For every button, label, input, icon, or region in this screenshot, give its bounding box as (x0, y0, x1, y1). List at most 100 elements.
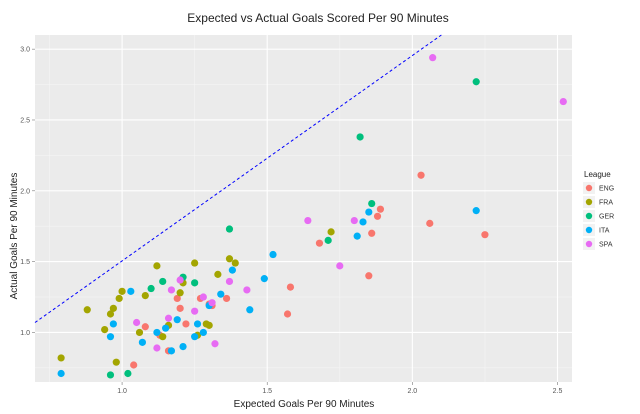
data-point-fra (159, 333, 167, 341)
data-point-spa (132, 318, 141, 327)
data-point-ita (353, 232, 361, 240)
major-gridlines (35, 35, 572, 382)
data-point-eng (130, 361, 138, 369)
x-axis-title: Expected Goals Per 90 Minutes (234, 399, 375, 410)
data-point-eng (173, 294, 181, 303)
reference-line (34, 34, 442, 323)
data-point-eng (426, 219, 434, 227)
data-point-ita (246, 306, 254, 314)
data-point-spa (199, 293, 207, 301)
data-point-ita (191, 333, 199, 341)
minor-gridlines (35, 35, 572, 382)
data-point-fra (191, 259, 199, 267)
data-point-ita (260, 275, 268, 283)
data-point-ita (109, 320, 117, 328)
legend-key-ita (585, 226, 593, 234)
legend-key-eng (585, 184, 593, 192)
data-point-spa (176, 276, 184, 284)
data-point-eng (182, 320, 190, 328)
legend-key-spa (585, 240, 593, 248)
data-point-spa (208, 299, 216, 307)
y-axis-title: Actual Goals Per 90 Minutes (9, 173, 20, 300)
data-point-fra (115, 294, 123, 303)
data-point-spa (153, 344, 161, 352)
data-point-spa (350, 216, 358, 225)
data-point-eng (376, 205, 385, 213)
data-point-ita (179, 342, 187, 351)
data-point-ger (356, 133, 364, 141)
data-point-ita (269, 250, 277, 259)
data-point-ger (472, 78, 480, 86)
data-point-ger (368, 199, 376, 208)
chart-title: Expected vs Actual Goals Scored Per 90 M… (187, 11, 448, 25)
y-tick-label: 2.5 (20, 117, 30, 124)
data-point-eng (365, 272, 373, 280)
data-point-eng (481, 231, 489, 239)
y-tick-label: 1.0 (20, 330, 30, 337)
data-point-eng (283, 310, 292, 318)
data-point-spa (243, 286, 251, 294)
data-point-ger (225, 225, 234, 233)
series-spa (132, 54, 567, 352)
data-point-ita (472, 207, 480, 215)
data-point-fra (112, 358, 120, 366)
reference-line-layer (34, 34, 442, 323)
data-point-fra (118, 287, 126, 295)
data-point-spa (167, 286, 176, 294)
data-point-ita (162, 324, 170, 332)
data-point-spa (559, 97, 567, 106)
series-ger (106, 78, 480, 379)
data-point-ger (147, 284, 155, 293)
data-point-spa (191, 307, 199, 315)
data-point-eng (417, 171, 425, 179)
data-point-fra (214, 270, 222, 278)
data-point-fra (106, 310, 115, 318)
data-points (57, 54, 567, 379)
data-point-ita (199, 328, 207, 337)
data-point-eng (315, 239, 324, 247)
series-ita (57, 207, 480, 378)
legend-label-eng: ENG (599, 186, 614, 193)
data-point-ger (106, 371, 115, 379)
data-point-fra (141, 292, 149, 300)
x-tick-label: 2.5 (553, 388, 563, 395)
data-point-ger (191, 279, 199, 287)
x-axis-ticks: 1.0 1.5 2.0 2.5 (117, 382, 562, 395)
data-point-fra (83, 306, 91, 314)
data-point-ita (153, 328, 161, 337)
data-point-spa (336, 262, 344, 270)
data-point-fra (135, 328, 144, 337)
data-point-ita (57, 369, 65, 378)
data-point-ita (365, 208, 373, 216)
data-point-ger (159, 277, 167, 286)
legend-key-ger (585, 212, 593, 220)
y-tick-label: 1.5 (20, 259, 30, 266)
legend: League ENG FRA GER ITA SPA (583, 170, 614, 250)
data-point-ger (324, 236, 332, 244)
data-point-ita (228, 266, 236, 274)
legend-label-fra: FRA (599, 200, 613, 207)
x-tick-label: 1.0 (117, 388, 127, 395)
data-point-ita (359, 218, 367, 226)
data-point-ita (173, 316, 181, 324)
data-point-ita (193, 320, 202, 328)
data-point-spa (225, 277, 234, 286)
data-point-ita (106, 333, 115, 341)
data-point-ger (124, 369, 132, 378)
data-point-spa (304, 216, 312, 225)
data-point-ita (138, 338, 146, 346)
data-point-fra (57, 354, 65, 362)
data-point-fra (225, 255, 234, 263)
data-point-fra (153, 262, 161, 270)
y-tick-label: 2.0 (20, 188, 30, 195)
y-axis-ticks: 1.0 1.5 2.0 2.5 3.0 (20, 47, 35, 337)
series-fra (57, 228, 335, 366)
data-point-eng (368, 229, 376, 237)
data-point-spa (429, 54, 437, 62)
y-tick-label: 3.0 (20, 47, 30, 54)
data-point-ita (167, 347, 176, 355)
legend-label-ita: ITA (599, 228, 610, 235)
data-point-eng (176, 304, 184, 312)
legend-title: League (584, 170, 611, 179)
